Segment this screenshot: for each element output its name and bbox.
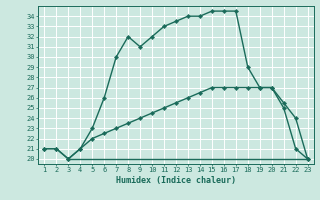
X-axis label: Humidex (Indice chaleur): Humidex (Indice chaleur) <box>116 176 236 185</box>
